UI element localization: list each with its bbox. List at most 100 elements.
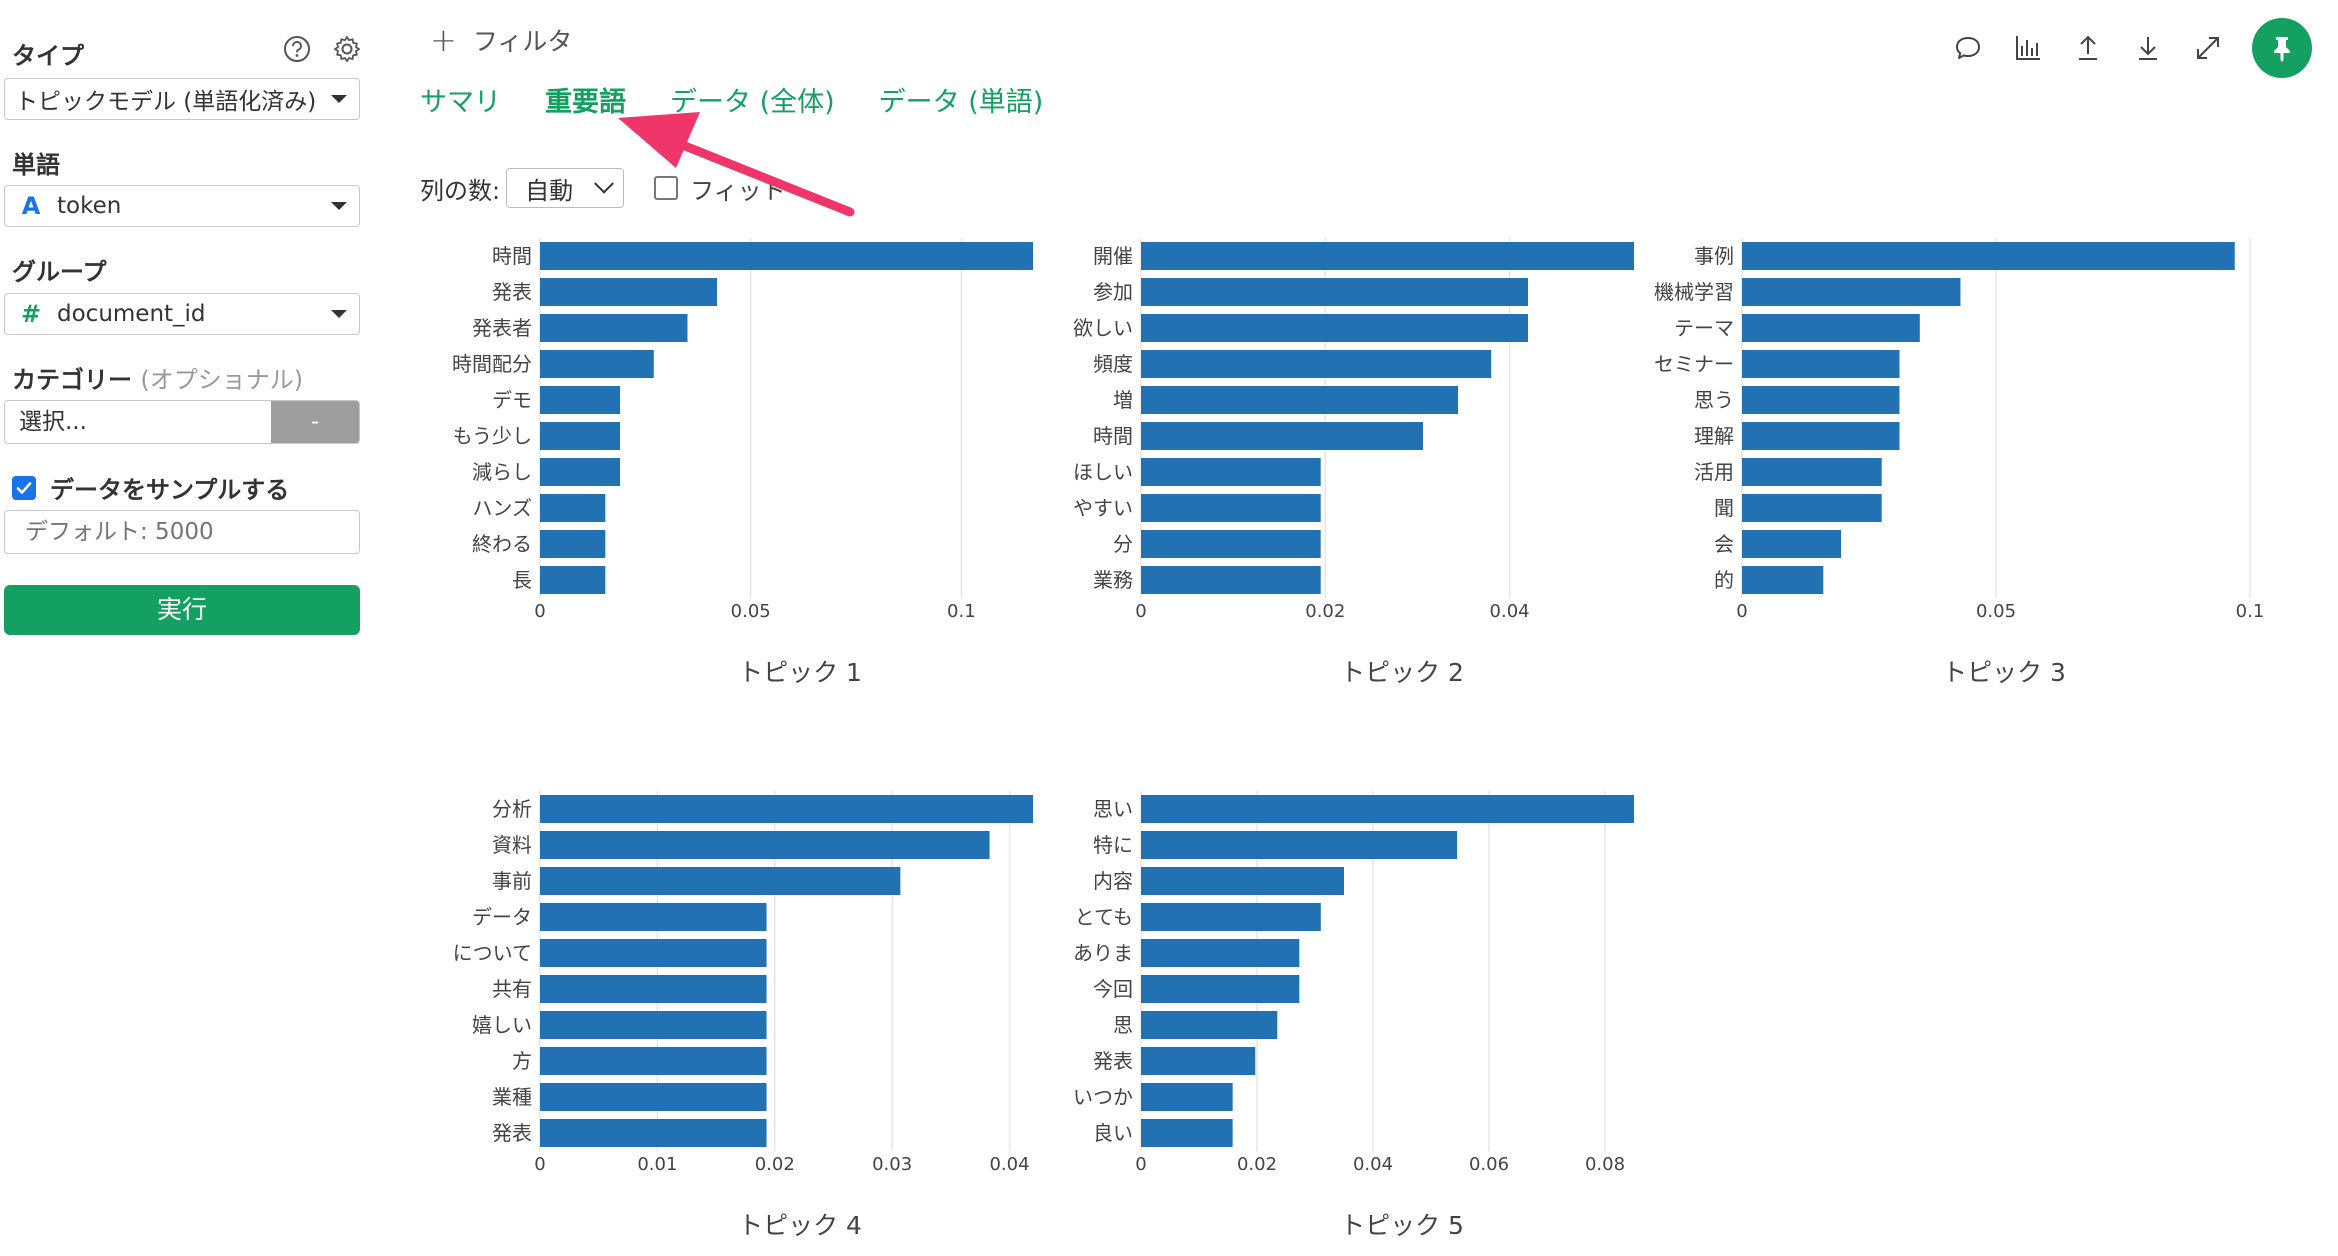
bar[interactable]: [1141, 831, 1458, 859]
bar[interactable]: [1141, 1083, 1233, 1111]
bar-label: 内容: [1093, 869, 1133, 893]
tab-data-words[interactable]: データ (単語): [878, 87, 1044, 118]
bar[interactable]: [540, 1011, 767, 1039]
bar[interactable]: [540, 903, 767, 931]
bar-label: 時間: [1093, 424, 1133, 448]
bar[interactable]: [1141, 242, 1634, 270]
download-icon[interactable]: [2132, 32, 2164, 64]
bar[interactable]: [1141, 530, 1321, 558]
upload-icon[interactable]: [2072, 32, 2104, 64]
bar[interactable]: [1141, 314, 1529, 342]
bar[interactable]: [1141, 867, 1344, 895]
tick-label: 0.02: [1305, 601, 1345, 622]
bar-label: 欲しい: [1073, 316, 1133, 340]
group-label: グループ: [12, 258, 107, 286]
bar-chart-icon[interactable]: [2012, 32, 2044, 64]
tick-label: 0: [1736, 601, 1747, 622]
bar[interactable]: [1141, 975, 1300, 1003]
bar[interactable]: [1141, 458, 1321, 486]
bar-label: 長: [512, 568, 532, 592]
bar[interactable]: [540, 278, 717, 306]
text-type-icon: A: [21, 192, 41, 220]
bar[interactable]: [540, 1047, 767, 1075]
columns-select[interactable]: 自動: [506, 168, 625, 208]
bar[interactable]: [1141, 1011, 1278, 1039]
sample-checkbox[interactable]: [12, 475, 36, 500]
bar-label: 嬉しい: [472, 1013, 532, 1037]
bar[interactable]: [540, 1119, 767, 1147]
bar-label: テーマ: [1674, 316, 1734, 340]
filter-label: フィルタ: [472, 27, 573, 56]
sample-size-input[interactable]: [4, 510, 360, 554]
tab-important-words[interactable]: 重要語: [545, 87, 626, 118]
bar[interactable]: [540, 242, 1033, 270]
bar[interactable]: [1742, 458, 1882, 486]
category-label-text: カテゴリー: [12, 366, 132, 394]
tick-label: 0.04: [989, 1154, 1029, 1175]
plus-icon: +: [430, 21, 457, 59]
bar-label: 聞: [1714, 496, 1734, 520]
gear-icon[interactable]: [332, 34, 362, 64]
type-select[interactable]: トピックモデル (単語化済み): [4, 78, 360, 120]
bar[interactable]: [540, 975, 767, 1003]
bar-label: 頻度: [1093, 352, 1133, 376]
bar-label: 思う: [1694, 388, 1734, 412]
question-circle-icon[interactable]: [282, 34, 312, 64]
word-select[interactable]: A token: [4, 185, 360, 227]
bar[interactable]: [1742, 566, 1824, 594]
bar[interactable]: [1742, 242, 2235, 270]
bar[interactable]: [1141, 422, 1423, 450]
bar[interactable]: [540, 314, 688, 342]
bar[interactable]: [540, 530, 606, 558]
bar[interactable]: [540, 939, 767, 967]
bar[interactable]: [1141, 566, 1321, 594]
bar[interactable]: [1141, 939, 1300, 967]
bar[interactable]: [1141, 1119, 1233, 1147]
bar[interactable]: [540, 494, 606, 522]
pin-button[interactable]: [2252, 18, 2312, 78]
bar-label: やすい: [1073, 496, 1133, 520]
category-select[interactable]: 選択... -: [4, 400, 360, 444]
bar[interactable]: [1141, 903, 1321, 931]
bar[interactable]: [540, 386, 621, 414]
toolbar: [1952, 18, 2312, 78]
bar-label: 事前: [492, 869, 532, 893]
bar[interactable]: [1141, 278, 1529, 306]
sample-row: データをサンプルする: [12, 470, 289, 505]
bar[interactable]: [1742, 278, 1961, 306]
bar[interactable]: [540, 422, 621, 450]
bar[interactable]: [1141, 350, 1492, 378]
bar-label: ほしい: [1073, 460, 1133, 484]
filter-button[interactable]: + フィルタ: [430, 22, 572, 58]
bar[interactable]: [1141, 1047, 1256, 1075]
bar-label: 発表: [1093, 1049, 1133, 1073]
bar[interactable]: [540, 566, 606, 594]
bar[interactable]: [1742, 386, 1900, 414]
bar[interactable]: [540, 458, 621, 486]
bar-label: 的: [1714, 568, 1734, 592]
tab-summary[interactable]: サマリ: [420, 87, 501, 118]
expand-icon[interactable]: [2192, 32, 2224, 64]
run-button[interactable]: 実行: [4, 585, 360, 635]
bar-label: 理解: [1694, 424, 1734, 448]
tick-label: 0.02: [1237, 1154, 1277, 1175]
bar[interactable]: [1141, 795, 1634, 823]
bar[interactable]: [540, 1083, 767, 1111]
bar-label: ありま: [1073, 941, 1133, 965]
bar[interactable]: [1742, 422, 1900, 450]
bar[interactable]: [1742, 350, 1900, 378]
bar[interactable]: [1141, 494, 1321, 522]
bar[interactable]: [540, 867, 901, 895]
bar[interactable]: [1742, 530, 1842, 558]
category-optional-text: (オプショナル): [140, 366, 304, 394]
comment-icon[interactable]: [1952, 32, 1984, 64]
bar[interactable]: [1742, 494, 1882, 522]
group-select[interactable]: # document_id: [4, 293, 360, 335]
bar[interactable]: [540, 795, 1033, 823]
bar[interactable]: [540, 831, 990, 859]
category-clear-button[interactable]: -: [271, 401, 359, 443]
bar[interactable]: [1742, 314, 1920, 342]
bar[interactable]: [1141, 386, 1458, 414]
bar[interactable]: [540, 350, 654, 378]
